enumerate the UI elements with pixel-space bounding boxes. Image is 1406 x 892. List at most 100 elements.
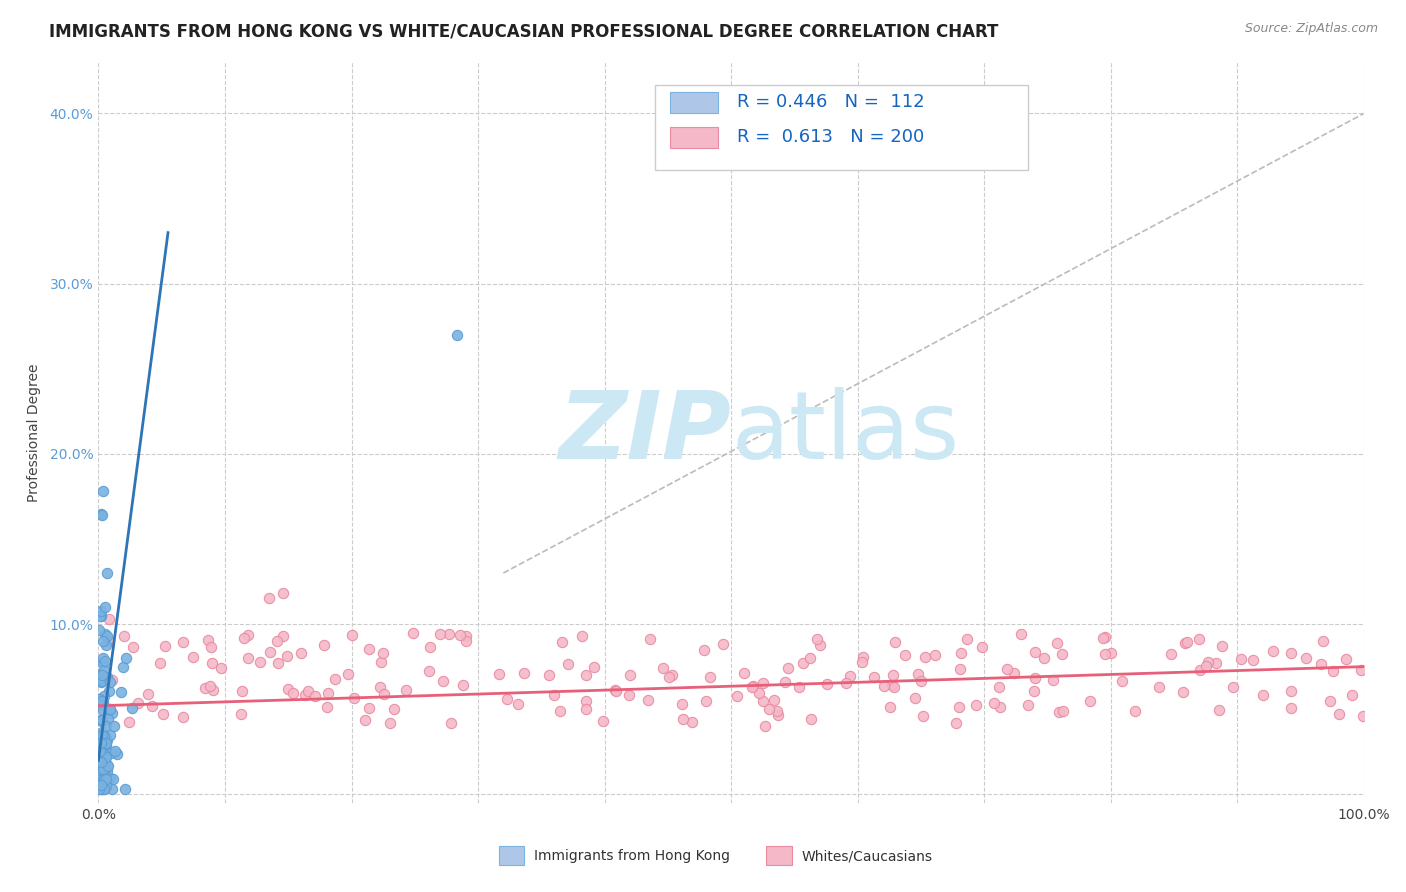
Point — [988, 699, 1011, 714]
Point — [202, 683, 225, 698]
Point — [101, 781, 124, 796]
Point — [94, 638, 117, 652]
Point — [93, 764, 115, 779]
Point — [271, 629, 294, 643]
Point — [1336, 652, 1358, 666]
Point — [323, 672, 346, 686]
Point — [94, 739, 117, 753]
Point — [90, 779, 112, 793]
Point — [571, 629, 593, 643]
Point — [91, 747, 114, 762]
Point — [197, 632, 219, 647]
Point — [87, 673, 110, 687]
Point — [551, 635, 574, 649]
Point — [91, 724, 114, 739]
Point — [91, 668, 114, 682]
Point — [742, 679, 765, 693]
Point — [90, 779, 112, 793]
Point — [1327, 707, 1350, 722]
Point — [90, 713, 112, 727]
Point — [725, 689, 748, 703]
Point — [90, 694, 112, 708]
Point — [90, 713, 112, 727]
Point — [432, 674, 454, 689]
Point — [910, 674, 932, 689]
Point — [1205, 657, 1227, 671]
Point — [1241, 652, 1264, 666]
Point — [93, 689, 115, 703]
Point — [312, 638, 335, 652]
Point — [97, 634, 120, 648]
Point — [1208, 703, 1230, 717]
Point — [806, 632, 828, 647]
Point — [508, 697, 530, 711]
Point — [449, 628, 471, 642]
Point — [172, 634, 194, 648]
Point — [419, 640, 441, 654]
Point — [1047, 705, 1070, 719]
Point — [995, 661, 1018, 675]
Point — [907, 666, 929, 681]
Point — [713, 637, 735, 651]
Point — [799, 651, 821, 665]
Point — [839, 669, 862, 683]
Point — [495, 691, 517, 706]
Point — [91, 484, 114, 499]
Point — [259, 645, 281, 659]
Point — [754, 719, 776, 733]
FancyBboxPatch shape — [499, 846, 524, 865]
Point — [90, 728, 112, 742]
Point — [110, 685, 132, 699]
Point — [766, 704, 789, 718]
Point — [112, 629, 135, 643]
Point — [1251, 688, 1274, 702]
Point — [141, 699, 163, 714]
Point — [550, 704, 572, 718]
Point — [89, 782, 111, 797]
Point — [236, 650, 259, 665]
Point — [90, 608, 112, 623]
Point — [297, 683, 319, 698]
Point — [91, 774, 114, 789]
Point — [815, 676, 838, 690]
Point — [1279, 701, 1302, 715]
FancyBboxPatch shape — [766, 846, 792, 865]
Point — [748, 685, 770, 699]
Point — [277, 681, 299, 696]
Point — [1312, 633, 1334, 648]
Point — [93, 729, 115, 743]
Point — [945, 715, 967, 730]
Point — [89, 737, 111, 751]
Point — [96, 761, 118, 775]
Point — [90, 754, 112, 768]
Point — [89, 731, 111, 745]
Point — [114, 782, 136, 797]
Point — [440, 716, 463, 731]
Point — [949, 662, 972, 676]
Point — [1123, 704, 1146, 718]
Point — [835, 675, 858, 690]
Point — [1351, 708, 1374, 723]
Point — [340, 628, 363, 642]
Point — [181, 649, 204, 664]
Point — [904, 690, 927, 705]
Point — [149, 656, 172, 670]
Point — [446, 327, 468, 342]
Text: Source: ZipAtlas.com: Source: ZipAtlas.com — [1244, 22, 1378, 36]
Point — [681, 714, 703, 729]
Point — [1175, 635, 1198, 649]
Point — [100, 706, 122, 721]
Point — [1052, 704, 1074, 718]
Point — [456, 629, 478, 643]
Text: Whites/Caucasians: Whites/Caucasians — [801, 849, 932, 863]
Point — [94, 781, 117, 796]
Point — [93, 600, 117, 615]
Point — [90, 761, 112, 775]
Text: IMMIGRANTS FROM HONG KONG VS WHITE/CAUCASIAN PROFESSIONAL DEGREE CORRELATION CHA: IMMIGRANTS FROM HONG KONG VS WHITE/CAUCA… — [49, 22, 998, 40]
Point — [89, 692, 111, 706]
Point — [1188, 663, 1211, 677]
Point — [89, 777, 111, 791]
Point — [91, 749, 114, 764]
Point — [118, 715, 141, 730]
Point — [651, 661, 673, 675]
